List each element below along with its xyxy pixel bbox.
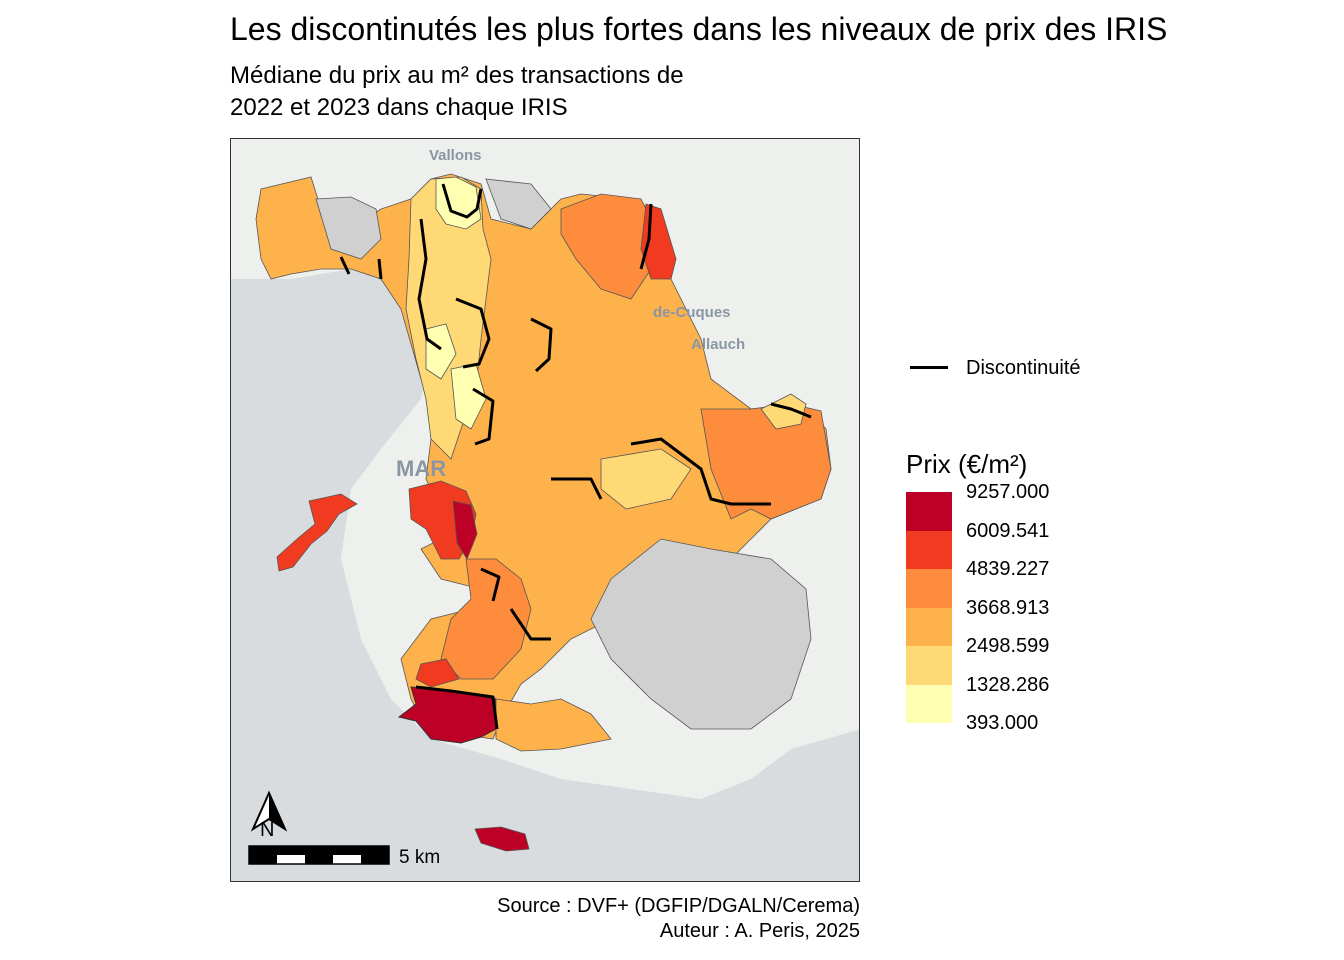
iris-zone-south-light [495,698,612,752]
subtitle-line-2: 2022 et 2023 dans chaque IRIS [230,94,568,121]
island-frioul [276,493,358,572]
legend-title: Prix (€/m²) [906,449,1028,479]
legend-color-6 [906,684,952,723]
legend-break-4: 3668.913 [966,596,1050,619]
discontinuity-lines [339,183,812,730]
scale-bar-label: 5 km [399,847,440,868]
map-title: Les discontinutés les plus fortes dans l… [230,11,1168,47]
legend-color-3 [906,569,952,608]
legend-break-2: 6009.541 [966,519,1050,542]
legend-line-label: Discontinuité [966,357,1081,379]
legend-color-1 [906,492,952,531]
source-line: Source : DVF+ (DGFIP/DGALN/Cerema) [497,895,860,917]
iris-no-data-south-east [590,538,812,730]
north-arrow-icon: N [250,790,288,841]
basemap-label-de-cuques: de-Cuques [653,304,731,321]
legend-color-2 [906,530,952,569]
legend-color-4 [906,607,952,646]
legend-break-1: 9257.000 [966,481,1050,503]
iris-zone-south-coast [415,658,460,688]
legend-break-5: 2498.599 [966,635,1050,657]
legend-break-6: 1328.286 [966,673,1050,696]
basemap-label-vallons: Vallons [429,147,482,164]
basemap-label-marseille: MAR [396,456,446,481]
iris-zone-north-east [560,193,657,300]
legend-line-swatch [910,366,948,369]
scale-bar: 5 km [248,845,440,868]
legend-discontinuity: Discontinuité [910,356,1210,380]
iris-zone-south [440,558,532,680]
legend-color-scale [906,492,952,723]
map-panel[interactable]: Vallons de-Cuques Allauch MAR N 5 km [230,138,860,882]
map-canvas: Vallons de-Cuques Allauch MAR N 5 km [231,139,859,868]
iris-no-data-north-west [315,178,552,260]
island-riou [474,826,530,852]
legend-color-5 [906,646,952,685]
legend-break-3: 4839.227 [966,558,1050,580]
north-arrow-label: N [260,819,274,841]
source-credits: Source : DVF+ (DGFIP/DGALN/Cerema) Auteu… [400,894,860,944]
map-subtitle: Médiane du prix au m² des transactions d… [230,60,684,124]
basemap-label-allauch: Allauch [691,336,745,353]
author-line: Auteur : A. Peris, 2025 [659,920,860,942]
legend-break-7: 393.000 [966,712,1039,734]
subtitle-line-1: Médiane du prix au m² des transactions d… [230,62,684,89]
